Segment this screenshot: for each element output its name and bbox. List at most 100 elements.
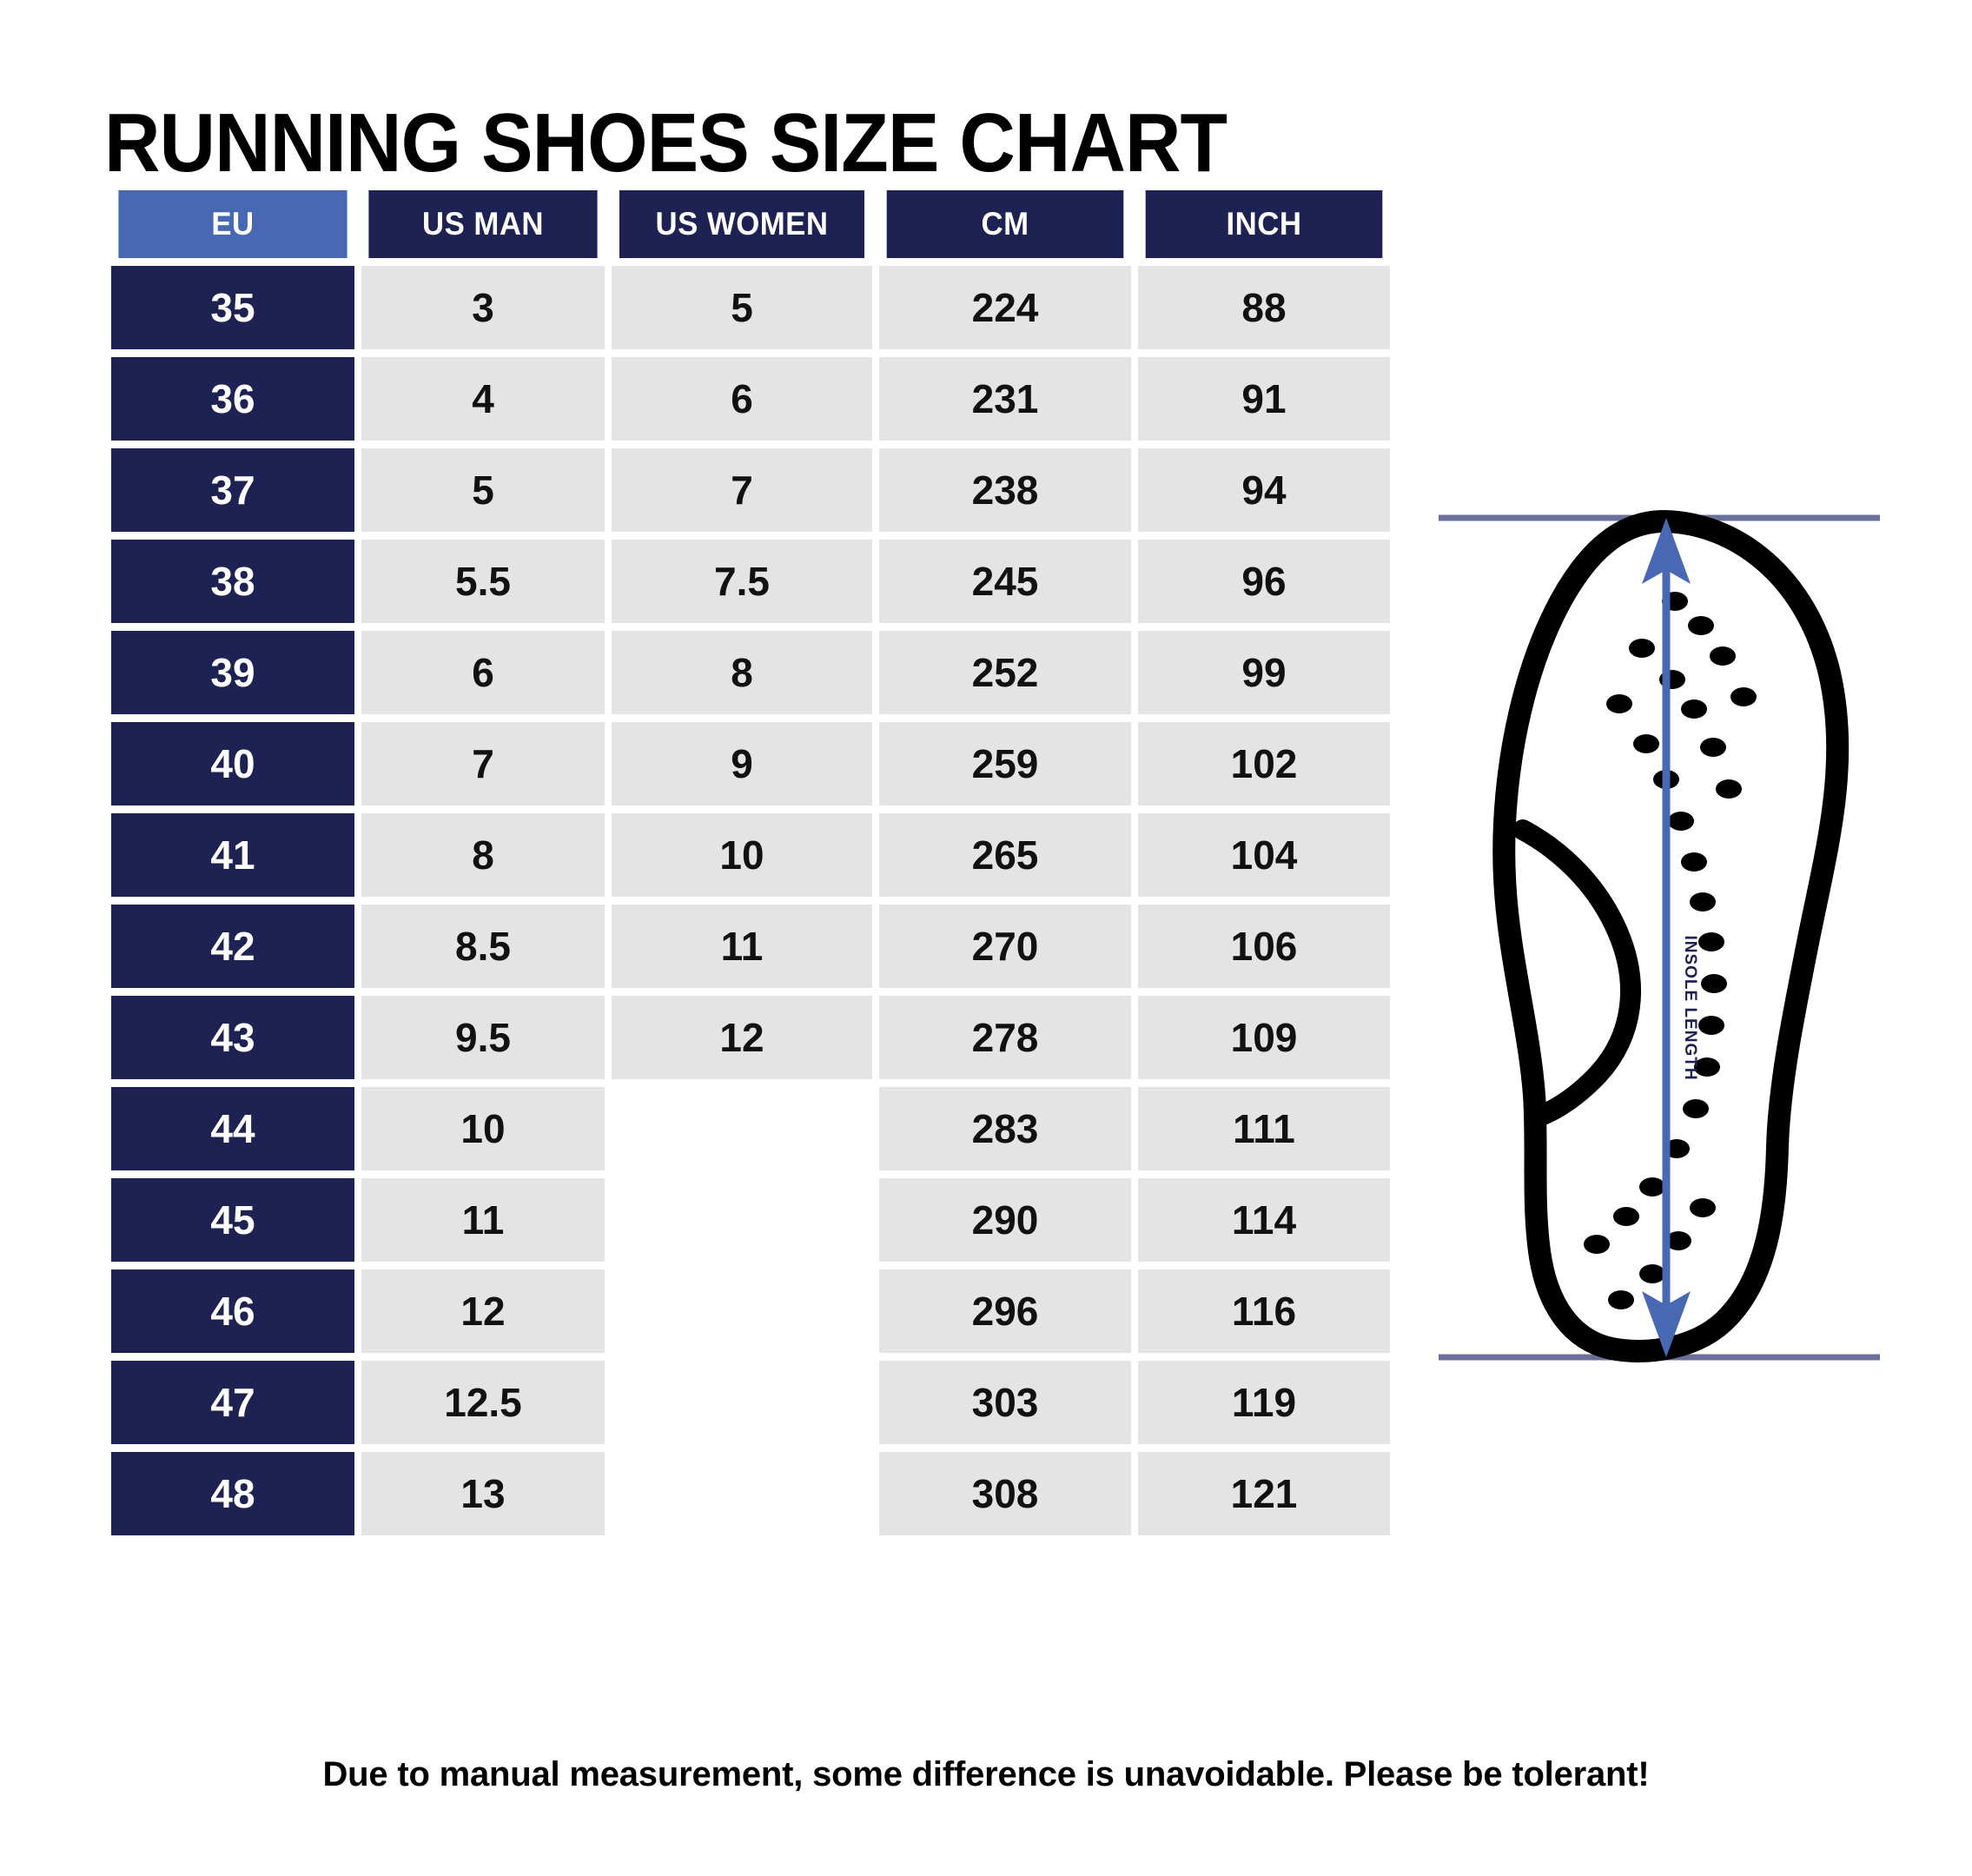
cell-cm: 245	[879, 540, 1131, 623]
table-row: 42 8.5 11 270 106	[111, 905, 1390, 988]
cell-eu: 40	[111, 722, 354, 805]
cell-us-man: 11	[361, 1178, 605, 1262]
insole-length-arrow	[1642, 518, 1691, 1357]
cell-eu: 36	[111, 357, 354, 441]
cell-eu: 35	[111, 266, 354, 349]
cell-eu: 37	[111, 448, 354, 532]
cell-us-man: 9.5	[361, 996, 605, 1079]
cell-inch: 109	[1138, 996, 1390, 1079]
cell-eu: 46	[111, 1269, 354, 1353]
insole-length-label: INSOLE LENGTH	[1681, 935, 1699, 1080]
page-title: RUNNING SHOES SIZE CHART	[104, 96, 1228, 190]
insole-diagram: INSOLE LENGTH	[1425, 487, 1894, 1390]
column-header-cm: CM	[886, 190, 1124, 258]
table-row: 35 3 5 224 88	[111, 266, 1390, 349]
cell-inch: 94	[1138, 448, 1390, 532]
table-row: 41 8 10 265 104	[111, 813, 1390, 897]
cell-us-man: 5	[361, 448, 605, 532]
cell-cm: 283	[879, 1087, 1131, 1170]
cell-eu: 39	[111, 631, 354, 714]
size-table: EU US MAN US WOMEN CM INCH 35 3 5 224 88 36 4 6…	[104, 182, 1397, 1543]
cell-cm: 278	[879, 996, 1131, 1079]
insole-outline	[1492, 510, 1850, 1362]
cell-eu: 48	[111, 1452, 354, 1535]
cell-inch: 116	[1138, 1269, 1390, 1353]
column-header-eu: EU	[118, 190, 347, 258]
cell-cm: 270	[879, 905, 1131, 988]
cell-us-man: 12.5	[361, 1361, 605, 1444]
insole-arch-curve	[1512, 819, 1641, 1128]
cell-eu: 47	[111, 1361, 354, 1444]
table-row: 39 6 8 252 99	[111, 631, 1390, 714]
column-header-us-man: US MAN	[368, 190, 598, 258]
cell-us-women	[612, 1178, 872, 1262]
cell-inch: 104	[1138, 813, 1390, 897]
cell-inch: 96	[1138, 540, 1390, 623]
table-row: 47 12.5 303 119	[111, 1361, 1390, 1444]
table-row: 46 12 296 116	[111, 1269, 1390, 1353]
cell-us-women	[612, 1452, 872, 1535]
cell-us-man: 13	[361, 1452, 605, 1535]
cell-us-women	[612, 1361, 872, 1444]
header-row: EU US MAN US WOMEN CM INCH	[111, 190, 1390, 258]
cell-inch: 102	[1138, 722, 1390, 805]
size-table-container: EU US MAN US WOMEN CM INCH 35 3 5 224 88 36 4 6…	[104, 182, 1390, 1543]
cell-cm: 252	[879, 631, 1131, 714]
table-body: 35 3 5 224 88 36 4 6 231 91 37 5 7 238 94 38 5.5 7.5 245 96…	[111, 266, 1390, 1535]
table-row: 38 5.5 7.5 245 96	[111, 540, 1390, 623]
cell-inch: 119	[1138, 1361, 1390, 1444]
cell-us-women: 5	[612, 266, 872, 349]
cell-eu: 38	[111, 540, 354, 623]
cell-us-women: 11	[612, 905, 872, 988]
cell-cm: 296	[879, 1269, 1131, 1353]
cell-inch: 114	[1138, 1178, 1390, 1262]
cell-us-man: 8	[361, 813, 605, 897]
cell-inch: 106	[1138, 905, 1390, 988]
table-row: 40 7 9 259 102	[111, 722, 1390, 805]
cell-us-man: 7	[361, 722, 605, 805]
cell-eu: 44	[111, 1087, 354, 1170]
column-header-inch: INCH	[1145, 190, 1383, 258]
cell-us-women: 10	[612, 813, 872, 897]
cell-us-man: 8.5	[361, 905, 605, 988]
cell-us-women: 6	[612, 357, 872, 441]
table-row: 37 5 7 238 94	[111, 448, 1390, 532]
cell-us-women: 9	[612, 722, 872, 805]
cell-cm: 265	[879, 813, 1131, 897]
cell-us-man: 5.5	[361, 540, 605, 623]
cell-eu: 41	[111, 813, 354, 897]
cell-us-man: 6	[361, 631, 605, 714]
cell-us-man: 4	[361, 357, 605, 441]
footer-disclaimer: Due to manual measurement, some differen…	[322, 1755, 1650, 1793]
cell-inch: 121	[1138, 1452, 1390, 1535]
cell-cm: 259	[879, 722, 1131, 805]
cell-inch: 88	[1138, 266, 1390, 349]
table-row: 45 11 290 114	[111, 1178, 1390, 1262]
column-header-us-women: US WOMEN	[619, 190, 864, 258]
cell-eu: 43	[111, 996, 354, 1079]
table-row: 43 9.5 12 278 109	[111, 996, 1390, 1079]
cell-us-women: 8	[612, 631, 872, 714]
cell-us-women: 12	[612, 996, 872, 1079]
cell-cm: 303	[879, 1361, 1131, 1444]
cell-us-man: 12	[361, 1269, 605, 1353]
cell-cm: 231	[879, 357, 1131, 441]
table-row: 36 4 6 231 91	[111, 357, 1390, 441]
cell-inch: 91	[1138, 357, 1390, 441]
cell-us-women: 7	[612, 448, 872, 532]
cell-cm: 224	[879, 266, 1131, 349]
table-row: 44 10 283 111	[111, 1087, 1390, 1170]
table-row: 48 13 308 121	[111, 1452, 1390, 1535]
cell-us-man: 10	[361, 1087, 605, 1170]
cell-eu: 45	[111, 1178, 354, 1262]
cell-us-man: 3	[361, 266, 605, 349]
perforation-holes	[1584, 592, 1757, 1309]
cell-us-women	[612, 1269, 872, 1353]
cell-us-women	[612, 1087, 872, 1170]
cell-cm: 238	[879, 448, 1131, 532]
cell-cm: 308	[879, 1452, 1131, 1535]
cell-eu: 42	[111, 905, 354, 988]
cell-inch: 99	[1138, 631, 1390, 714]
cell-cm: 290	[879, 1178, 1131, 1262]
